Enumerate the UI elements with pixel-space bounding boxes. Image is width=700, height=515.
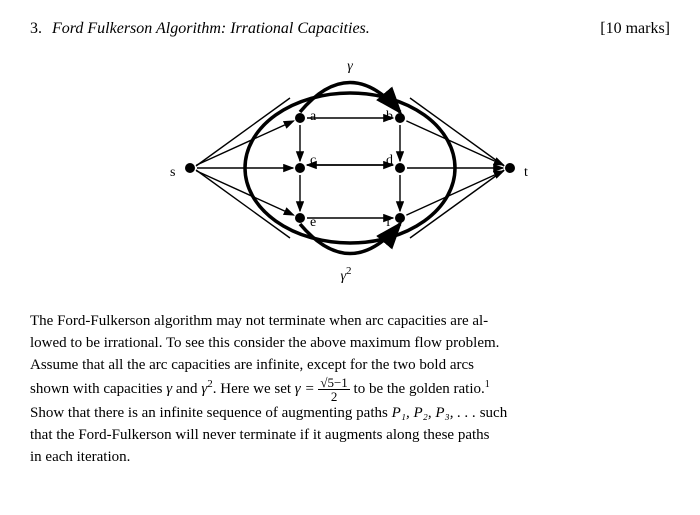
- question-number: 3.: [30, 20, 42, 37]
- line4a: shown with capacities: [30, 381, 166, 397]
- question-title: Ford Fulkerson Algorithm: Irrational Cap…: [52, 20, 370, 37]
- line6: that the Ford-Fulkerson will never termi…: [30, 427, 489, 443]
- svg-text:t: t: [524, 165, 528, 180]
- question-header: 3. Ford Fulkerson Algorithm: Irrational …: [30, 20, 670, 38]
- graph-diagram: γ γ2 s a b c d e f t: [30, 48, 670, 293]
- line4c: . Here we set: [213, 381, 295, 397]
- svg-text:e: e: [310, 215, 316, 230]
- line5b: such: [476, 405, 507, 421]
- line4b: and: [172, 381, 201, 397]
- frac-den: 2: [318, 390, 349, 403]
- svg-text:d: d: [386, 153, 393, 168]
- svg-text:s: s: [170, 165, 175, 180]
- path-seq: P₁, P₂, P₃, . . .: [392, 405, 476, 421]
- line3: Assume that all the arc capacities are i…: [30, 357, 474, 373]
- question-marks: [10 marks]: [600, 20, 670, 38]
- line4d: to be the golden ratio.: [350, 381, 485, 397]
- question-left: 3. Ford Fulkerson Algorithm: Irrational …: [30, 20, 370, 38]
- svg-text:c: c: [310, 153, 316, 168]
- svg-text:γ: γ: [347, 59, 353, 74]
- svg-text:γ2: γ2: [340, 265, 351, 284]
- line7: in each iteration.: [30, 449, 130, 465]
- footnote-mark: 1: [485, 379, 490, 390]
- svg-text:b: b: [386, 109, 393, 124]
- svg-text:f: f: [386, 215, 391, 230]
- line5a: Show that there is an infinite sequence …: [30, 405, 392, 421]
- problem-text: The Ford-Fulkerson algorithm may not ter…: [30, 311, 670, 469]
- gamma-eq: γ =: [295, 381, 319, 397]
- line2: lowed to be irrational. To see this cons…: [30, 335, 499, 351]
- graph-svg: γ γ2 s a b c d e f t: [140, 48, 560, 288]
- svg-text:a: a: [310, 109, 317, 124]
- frac-num: √5−1: [318, 376, 349, 390]
- fraction: √5−12: [318, 376, 349, 403]
- line1: The Ford-Fulkerson algorithm may not ter…: [30, 313, 488, 329]
